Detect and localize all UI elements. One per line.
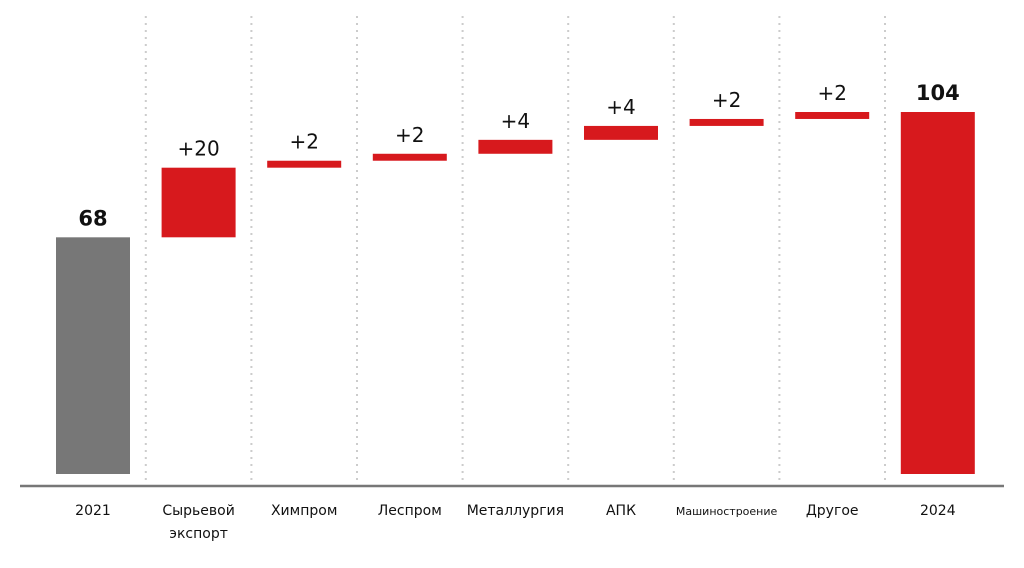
- category-label: Другое: [805, 503, 859, 519]
- value-label: 104: [916, 81, 960, 105]
- value-label: +2: [817, 81, 846, 105]
- category-label: АПК: [605, 503, 637, 519]
- category-label: Сырьевой экспорт: [162, 503, 235, 542]
- category-label: 2021: [75, 503, 111, 519]
- bars: [56, 112, 975, 474]
- increase-bar: [795, 112, 870, 119]
- value-label: +2: [712, 88, 741, 112]
- increase-bar: [267, 160, 342, 168]
- category-label: Химпром: [270, 503, 338, 519]
- category-label: Машиностроение: [675, 505, 778, 518]
- value-label: +4: [501, 109, 530, 133]
- increase-bar: [689, 118, 764, 126]
- value-label: +2: [395, 123, 424, 147]
- separator-lines: [144, 16, 886, 484]
- value-label: +4: [606, 95, 635, 119]
- total-bar: [900, 112, 975, 474]
- increase-bar: [584, 125, 658, 140]
- increase-bar: [161, 167, 236, 238]
- value-label: +20: [177, 137, 219, 161]
- value-label: 68: [78, 206, 107, 230]
- category-label: Леспром: [377, 503, 442, 519]
- increase-bar: [372, 153, 447, 161]
- category-label: Металлургия: [466, 503, 565, 519]
- total-bar: [56, 237, 130, 474]
- category-label: 2024: [919, 503, 956, 519]
- value-labels: 68 +20 +2 +2 +4 +4 +2 +2 104: [78, 81, 959, 230]
- increase-bar: [478, 139, 553, 154]
- value-label: +2: [289, 130, 318, 154]
